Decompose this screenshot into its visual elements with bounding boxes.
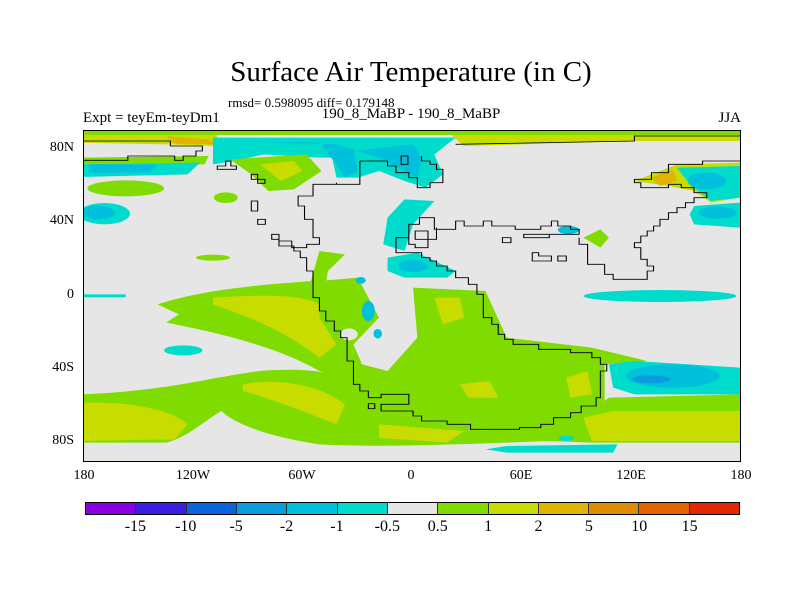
lon-tick-120e: 120E [616,468,646,483]
colorbar-swatch [86,503,137,514]
colorbar-swatch [337,503,388,514]
colorbar-level-label: 2 [534,518,543,535]
stats-label: rmsd= 0.598095 diff= 0.179148 [228,95,395,110]
lon-tick-120w: 120W [175,468,211,483]
season-label: JJA [718,110,741,126]
colorbar-level-label: 0.5 [427,518,448,535]
colorbar-level-label: -2 [279,518,294,535]
lat-tick-80s: 80S [52,433,74,448]
lon-tick-60e: 60E [509,468,533,483]
colorbar-swatch [689,503,740,514]
colorbar-swatch [538,503,590,514]
colorbar-level-label: -1 [330,518,344,535]
colorbar-swatch [488,503,539,514]
coastlines [81,135,740,430]
southern-warm-region [157,251,648,431]
colorbar-level-label: -10 [175,518,197,535]
lon-tick-0: 0 [407,468,415,483]
colorbar-swatch [236,503,288,514]
colorbar-swatch [639,503,690,514]
southern-ocean-band [81,361,740,453]
plot-title: Surface Air Temperature (in C) [230,56,592,88]
lat-tick-40n: 40N [49,213,74,228]
northern-cyan-region [81,137,456,191]
colorbar-level-label: 10 [631,518,648,535]
colorbar-swatch [136,503,187,514]
map-contours [78,131,746,465]
lon-tick-180w: 180 [73,468,95,483]
colorbar-level-label: 1 [484,518,493,535]
colorbar-swatch [186,503,237,514]
lat-tick-0: 0 [67,287,74,302]
colorbar-swatch [438,503,489,514]
colorbar-level-label: -0.5 [374,518,400,535]
temperature-map [78,130,746,465]
colorbar-level-label: 15 [681,518,698,535]
lon-tick-60w: 60W [288,468,316,483]
lat-tick-80n: 80N [49,140,74,155]
colorbar-level-label: -5 [229,518,243,535]
colorbar-level-label: 5 [584,518,593,535]
lon-tick-180e: 180 [730,468,752,483]
colorbar-swatch [589,503,640,514]
midlatitude-patches [78,180,737,356]
experiment-label: Expt = teyEm-teyDm1 [83,110,220,126]
colorbar-swatch [287,503,338,514]
colorbar [85,502,740,515]
colorbar-swatch [387,503,439,514]
period-label: 190_8_MaBP - 190_8_MaBP [321,106,501,122]
lat-tick-40s: 40S [52,360,74,375]
colorbar-level-label: -15 [124,518,147,535]
